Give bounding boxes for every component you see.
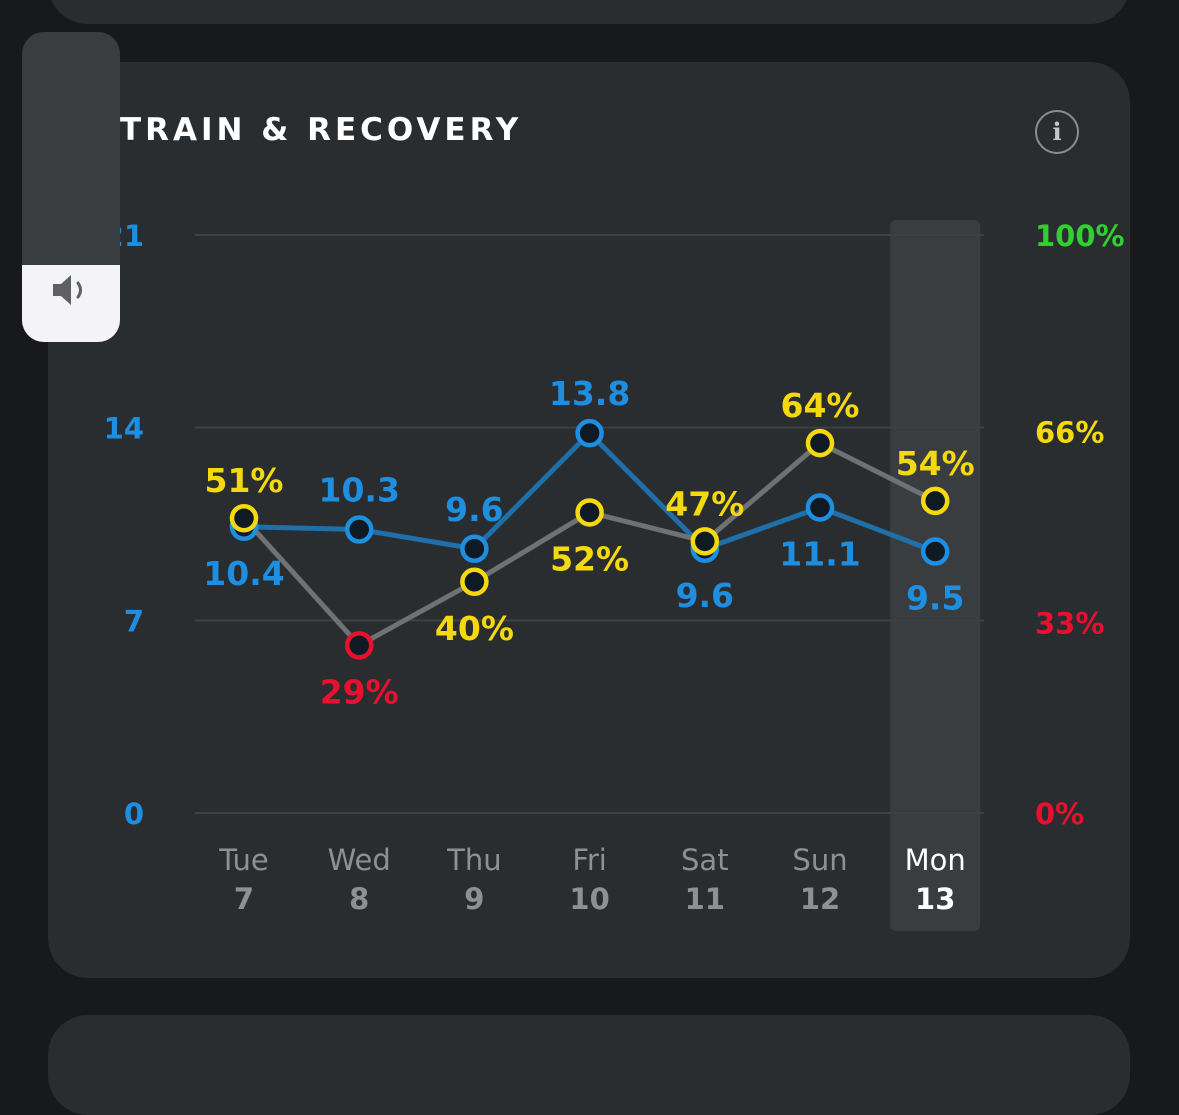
strain-point <box>460 534 489 564</box>
x-axis-day-label: Thu <box>446 843 501 877</box>
x-axis-day-label: Sun <box>792 843 847 877</box>
recovery-point <box>229 503 259 533</box>
left-axis-tick-label: 0 <box>124 797 144 831</box>
strain-data-label: 9.6 <box>445 490 503 529</box>
recovery-point <box>460 567 489 597</box>
strain-data-label: 13.8 <box>549 374 630 413</box>
x-axis-day-label: Fri <box>572 843 607 877</box>
right-axis-tick-label: 0% <box>1035 797 1084 831</box>
x-axis-date-label: 11 <box>685 882 725 916</box>
strain-data-label: 10.3 <box>318 471 399 510</box>
x-axis-date-label: 9 <box>464 882 484 916</box>
x-axis-date-label: 12 <box>800 882 840 916</box>
recovery-point <box>690 527 720 556</box>
right-axis-tick-label: 33% <box>1035 606 1104 640</box>
card-title: TRAIN & RECOVERY <box>120 112 523 148</box>
x-axis-date-label: 7 <box>234 882 254 916</box>
strain-data-label: 11.1 <box>779 534 860 573</box>
volume-hud[interactable] <box>22 32 120 342</box>
right-axis-tick-label: 100% <box>1035 219 1125 253</box>
x-axis-day-label: Tue <box>218 843 269 877</box>
recovery-point <box>920 486 950 516</box>
info-icon[interactable]: i <box>1035 110 1079 154</box>
x-axis-date-label: 8 <box>349 882 369 916</box>
recovery-data-label: 54% <box>896 444 975 483</box>
recovery-data-label: 52% <box>550 539 629 578</box>
strain-data-label: 10.4 <box>203 554 284 593</box>
recovery-point <box>344 631 374 660</box>
x-axis-date-label: 10 <box>569 882 609 916</box>
x-axis-date-label: 13 <box>915 882 955 916</box>
previous-card <box>48 0 1130 24</box>
strain-recovery-chart: 0714210%33%66%100%Tue7Wed8Thu9Fri10Sat11… <box>104 219 1125 931</box>
strain-point <box>575 418 604 448</box>
strain-point <box>920 537 950 566</box>
highlight-column <box>890 220 981 931</box>
recovery-data-label: 51% <box>205 461 284 500</box>
x-axis-day-label: Sat <box>681 843 729 877</box>
speaker-icon <box>22 270 120 314</box>
recovery-point <box>805 428 835 458</box>
recovery-data-label: 64% <box>781 386 860 425</box>
strain-point <box>805 493 835 522</box>
recovery-point <box>575 498 604 527</box>
left-axis-tick-label: 7 <box>124 604 144 638</box>
recovery-data-label: 29% <box>320 672 399 711</box>
x-axis-day-label: Mon <box>905 843 966 877</box>
x-axis-day-label: Wed <box>328 843 391 877</box>
right-axis-tick-label: 66% <box>1035 416 1104 450</box>
strain-point <box>344 515 374 544</box>
left-axis-tick-label: 14 <box>104 412 144 446</box>
strain-data-label: 9.5 <box>906 579 964 618</box>
strain-data-label: 9.6 <box>676 576 734 615</box>
recovery-data-label: 40% <box>435 609 514 648</box>
recovery-data-label: 47% <box>665 484 744 523</box>
